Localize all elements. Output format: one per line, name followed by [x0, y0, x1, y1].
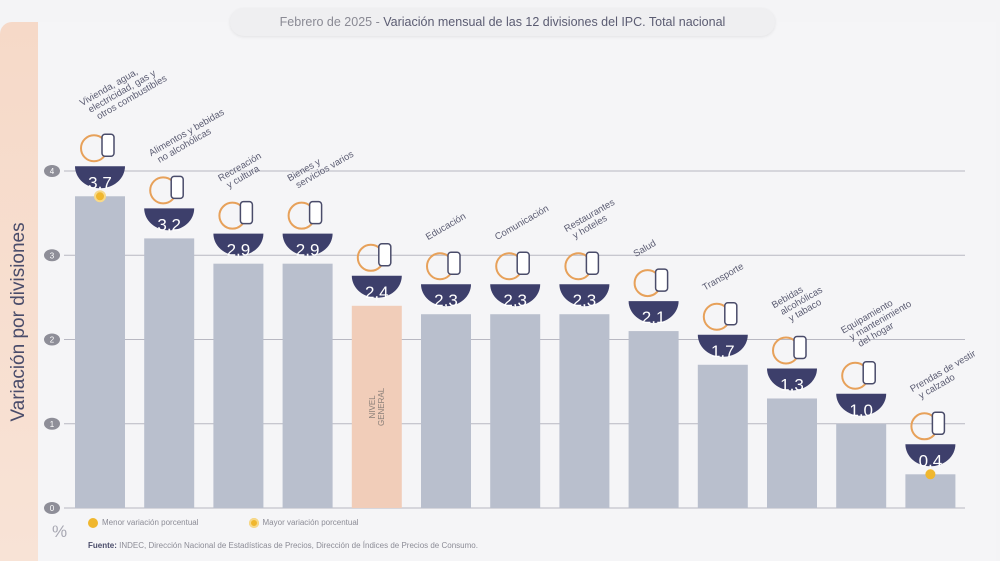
chart-title: Febrero de 2025 - Variación mensual de l…: [230, 8, 775, 36]
legend: Menor variación porcentual Mayor variaci…: [88, 518, 359, 528]
category-label: Salud: [632, 238, 659, 260]
value-badge: [213, 233, 264, 256]
value-badge: [490, 284, 541, 307]
y-tick-marker: [44, 417, 60, 430]
category-label: Transporte: [701, 261, 746, 293]
value-badge: [767, 368, 817, 391]
source-note: Fuente: INDEC, Dirección Nacional de Est…: [88, 541, 478, 550]
source-text: INDEC, Dirección Nacional de Estadística…: [116, 541, 478, 550]
category-label: Bebidasalcohólicasy tabaco: [770, 276, 830, 328]
value-badge: [697, 334, 748, 357]
max-marker-icon: [248, 518, 259, 528]
value-label: 2,3: [573, 291, 597, 310]
bar: [697, 364, 748, 508]
value-label: 1,0: [849, 401, 873, 420]
category-label: Recreacióny cultura: [216, 151, 268, 193]
value-label: 2,4: [365, 283, 389, 302]
y-tick-label: 3: [50, 251, 55, 260]
value-label: 0,4: [919, 451, 943, 470]
legend-max: Mayor variación porcentual: [248, 518, 359, 528]
category-icon: [378, 243, 392, 267]
value-badge: [282, 233, 333, 256]
legend-max-label: Mayor variación porcentual: [262, 518, 359, 528]
title-main: Variación mensual de las 12 divisiones d…: [383, 15, 726, 29]
value-badge: [421, 284, 471, 307]
value-badge: [905, 444, 956, 467]
source-label: Fuente:: [88, 541, 117, 550]
category-label: Prendas de vestiry calzado: [908, 348, 983, 403]
value-badge: [351, 275, 402, 298]
category-label: Alimentos y bebidasno alcohólicas: [147, 107, 231, 168]
y-tick-label: 0: [50, 504, 55, 513]
category-label: Restaurantesy hoteles: [562, 197, 622, 244]
y-tick-label: 1: [50, 420, 55, 429]
bar: [767, 398, 817, 508]
value-badge: [559, 284, 610, 307]
category-icon: [793, 335, 807, 360]
y-unit: %: [52, 522, 68, 541]
category-label: Comunicación: [493, 203, 551, 243]
category-icon: [585, 251, 600, 275]
category-icon: [308, 200, 323, 225]
bar: [282, 263, 333, 508]
value-badge: [75, 166, 125, 189]
title-date: Febrero de 2025: [279, 15, 373, 29]
bar: [905, 474, 956, 508]
value-label: 2,3: [503, 291, 527, 310]
value-label: 2,9: [296, 241, 320, 260]
category-icon: [862, 361, 876, 385]
category-icon: [239, 200, 254, 225]
legend-min: Menor variación porcentual: [88, 518, 199, 528]
y-tick-marker: [44, 249, 60, 262]
category-label: Educación: [424, 211, 468, 243]
y-tick-marker: [44, 502, 60, 514]
value-label: 3,7: [88, 173, 112, 192]
category-icon: [101, 133, 115, 158]
bar: [421, 314, 471, 508]
nivel-general-label: NIVELGENERAL: [368, 387, 386, 426]
bar: [628, 331, 679, 508]
value-label: 1,7: [711, 342, 735, 361]
category-icon: [724, 302, 738, 326]
bar: [144, 238, 195, 508]
bar: [213, 263, 264, 508]
category-icon: [447, 251, 461, 275]
category-label: Vivienda, agua,electricidad, gas yotros …: [78, 56, 169, 127]
y-tick-label: 2: [50, 336, 55, 345]
bar: [836, 423, 887, 508]
value-badge: [144, 208, 195, 231]
y-tick-label: 4: [50, 167, 55, 176]
value-label: 2,3: [434, 291, 458, 310]
y-axis-band: Variación por divisiones: [0, 22, 38, 561]
value-label: 2,1: [642, 308, 666, 327]
category-icon: [654, 268, 669, 292]
max-marker: [94, 190, 106, 203]
value-label: 1,3: [780, 375, 804, 394]
y-tick-marker: [44, 165, 60, 177]
category-label: Equipamientoy mantenimientodel hogar: [839, 290, 918, 354]
category-icon: [170, 175, 184, 200]
bar: [559, 314, 610, 508]
category-label: Bienes yservicios varios: [286, 140, 356, 193]
y-tick-marker: [44, 333, 60, 346]
value-label: 3,2: [157, 215, 181, 234]
legend-min-label: Menor variación porcentual: [102, 518, 199, 528]
value-badge: [836, 393, 887, 416]
value-label: 2,9: [227, 241, 251, 260]
bar-nivel-general: [351, 305, 402, 508]
value-badge: [628, 301, 679, 324]
bar: [490, 314, 541, 508]
min-marker-icon: [88, 518, 98, 528]
min-marker: [925, 469, 936, 480]
bar: [75, 196, 125, 508]
category-icon: [516, 251, 530, 275]
category-icon: [931, 411, 946, 436]
